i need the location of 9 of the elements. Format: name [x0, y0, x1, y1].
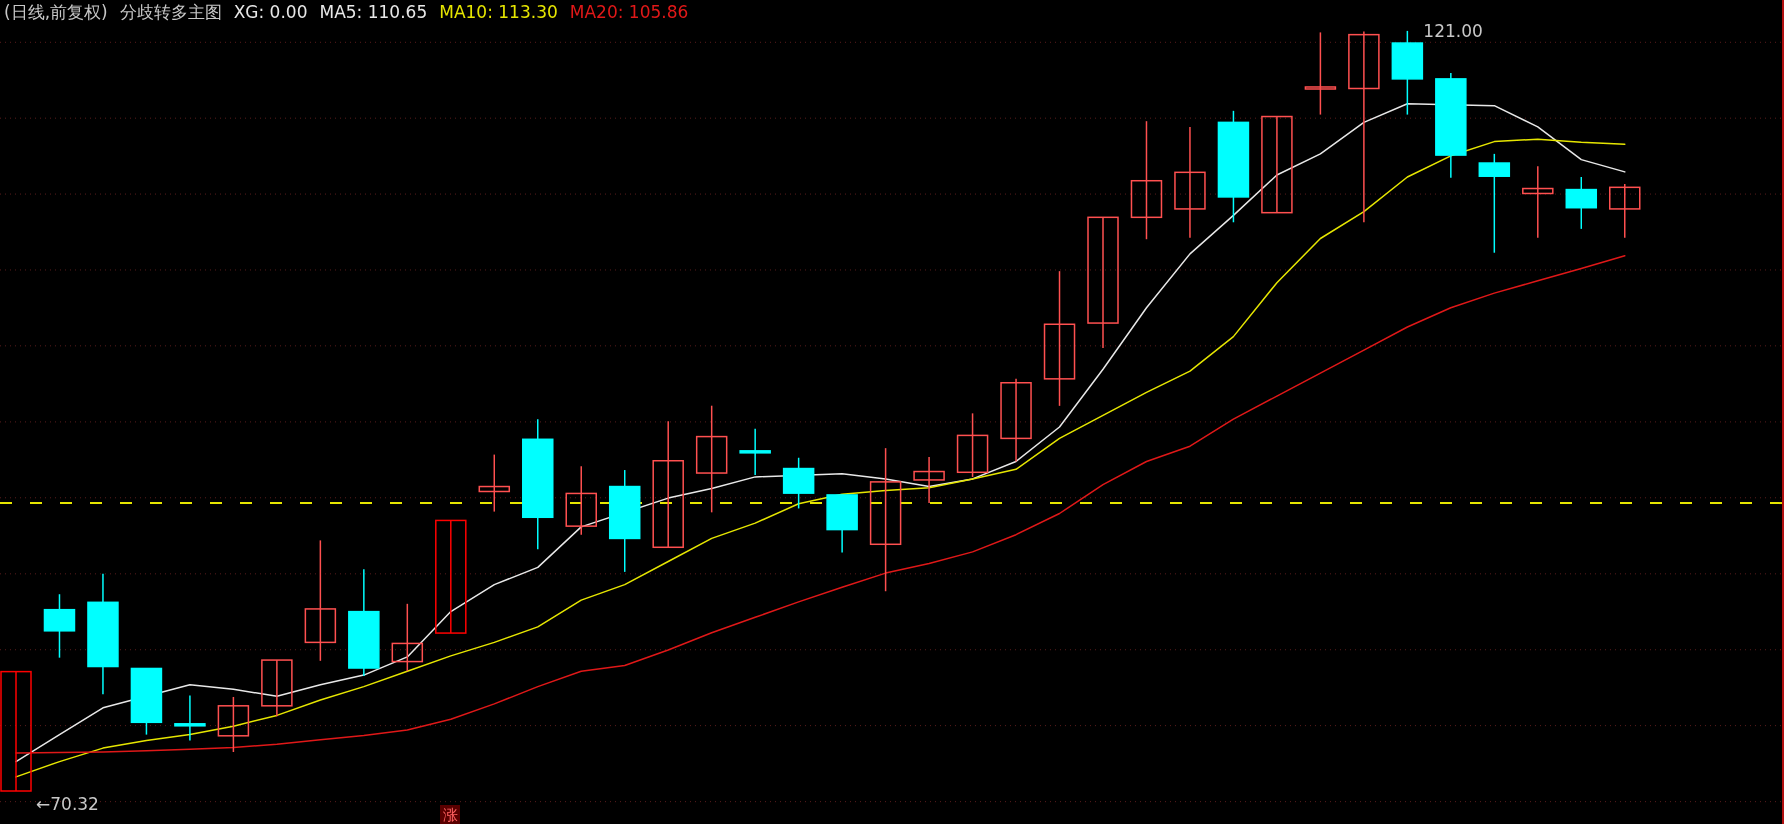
annotation: ←70.32	[36, 794, 99, 814]
note: 涨	[440, 805, 460, 824]
chart-title: (日线,前复权)	[4, 2, 108, 22]
annotation: XG: 0.00	[233, 2, 308, 22]
text: MA5: 110.65	[319, 2, 428, 22]
text: MA20: 105.86	[569, 2, 689, 22]
text: MA10: 113.30	[439, 2, 558, 22]
chart-subtitle: 分歧转多主图	[119, 2, 222, 22]
annotation: 121.00	[1423, 20, 1483, 41]
